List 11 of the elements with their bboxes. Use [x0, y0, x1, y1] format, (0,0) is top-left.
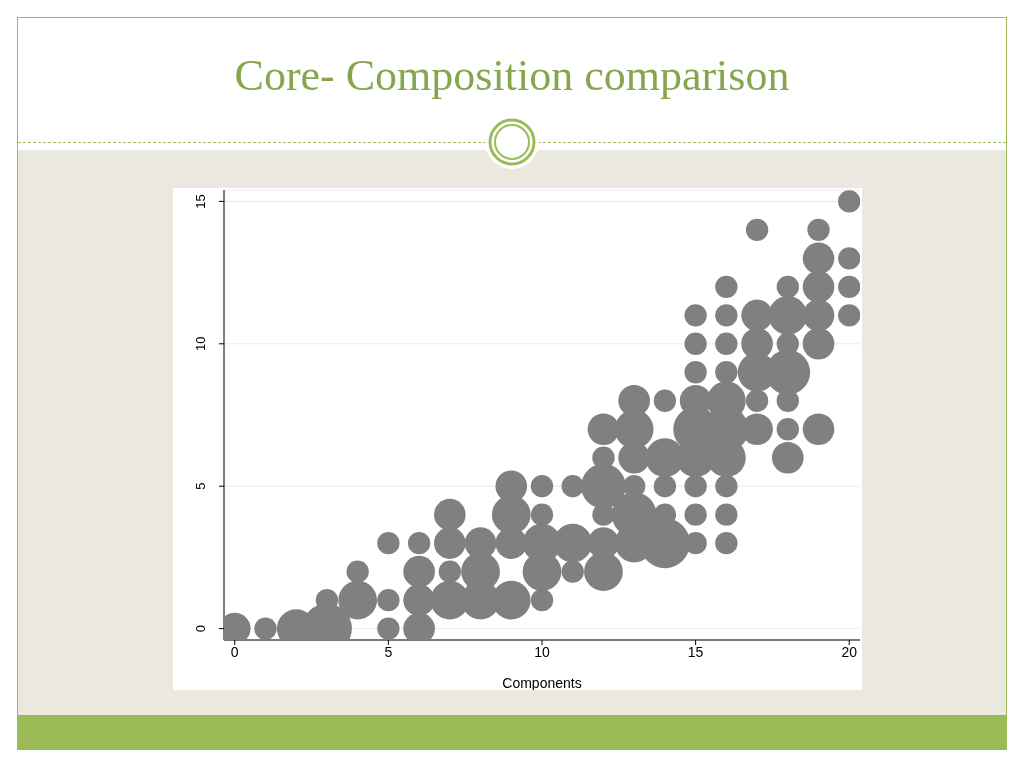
- y-tick-label: 10: [193, 336, 208, 352]
- y-tick-label: 0: [193, 624, 208, 633]
- x-tick-label: 5: [384, 643, 393, 660]
- y-tick-label: 15: [193, 194, 208, 209]
- x-tick-label: 0: [230, 643, 239, 660]
- x-tick-label: 15: [687, 643, 704, 660]
- x-tick-label: 10: [534, 643, 550, 660]
- x-tick-label: 20: [841, 643, 858, 660]
- y-tick-label: 5: [193, 482, 208, 490]
- x-axis-title: Components: [502, 675, 582, 691]
- chart-title: Core- Composition comparison: [233, 50, 791, 101]
